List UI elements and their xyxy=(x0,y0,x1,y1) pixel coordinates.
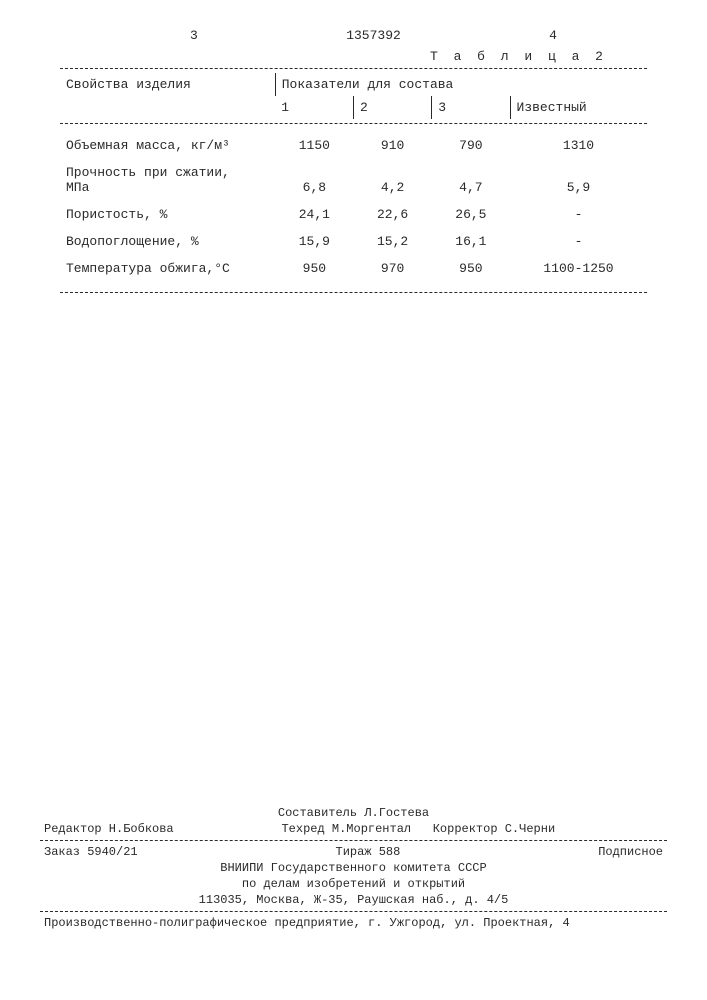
cell: 4,2 xyxy=(353,155,431,197)
document-number: 1357392 xyxy=(346,28,401,43)
cell: 790 xyxy=(432,128,510,155)
cell: 1150 xyxy=(275,128,353,155)
table-head: Свойства изделия Показатели для состава … xyxy=(60,73,647,119)
table-row: Объемная масса, кг/м³ 1150 910 790 1310 xyxy=(60,128,647,155)
table-head-rule xyxy=(60,123,647,124)
table-bottom-rule xyxy=(60,292,647,293)
cell: 6,8 xyxy=(275,155,353,197)
row-label: Температура обжига,°С xyxy=(60,251,275,278)
techred: Техред М.Моргентал xyxy=(281,822,411,836)
page-number-right: 4 xyxy=(549,28,557,43)
footer-rule-1 xyxy=(40,840,667,841)
page-header-numbers: 3 1357392 4 xyxy=(60,28,647,43)
cell: 24,1 xyxy=(275,197,353,224)
compiler-line: Составитель Л.Гостева xyxy=(40,806,667,820)
cell: 950 xyxy=(432,251,510,278)
footer-rule-2 xyxy=(40,911,667,912)
col-2: 2 xyxy=(353,96,431,119)
cell: 5,9 xyxy=(510,155,647,197)
cell: 26,5 xyxy=(432,197,510,224)
cell: 16,1 xyxy=(432,224,510,251)
order-line: Заказ 5940/21 Тираж 588 Подписное xyxy=(40,845,667,859)
data-table-body: Объемная масса, кг/м³ 1150 910 790 1310 … xyxy=(60,128,647,278)
print-run: Тираж 588 xyxy=(336,845,401,859)
row-label: Прочность при сжатии, МПа xyxy=(60,155,275,197)
row-label: Водопоглощение, % xyxy=(60,224,275,251)
table-row: Водопоглощение, % 15,9 15,2 16,1 - xyxy=(60,224,647,251)
table-caption: Т а б л и ц а 2 xyxy=(60,49,647,64)
table-row: Прочность при сжатии, МПа 6,8 4,2 4,7 5,… xyxy=(60,155,647,197)
data-table: Свойства изделия Показатели для состава … xyxy=(60,73,647,119)
col-3: 3 xyxy=(432,96,510,119)
row-label: Пористость, % xyxy=(60,197,275,224)
cell: 970 xyxy=(353,251,431,278)
org-line-1: ВНИИПИ Государственного комитета СССР xyxy=(40,861,667,875)
table-row: Температура обжига,°С 950 970 950 1100-1… xyxy=(60,251,647,278)
printer-line: Производственно-полиграфическое предприя… xyxy=(40,916,667,930)
cell: 1100-1250 xyxy=(510,251,647,278)
editor-line: Редактор Н.Бобкова Техред М.Моргентал Ко… xyxy=(40,822,667,836)
subscription: Подписное xyxy=(598,845,663,859)
imprint-footer: Составитель Л.Гостева Редактор Н.Бобкова… xyxy=(40,804,667,930)
cell: 15,9 xyxy=(275,224,353,251)
cell: 950 xyxy=(275,251,353,278)
cell: - xyxy=(510,197,647,224)
cell: 15,2 xyxy=(353,224,431,251)
order-number: Заказ 5940/21 xyxy=(44,845,138,859)
cell: 4,7 xyxy=(432,155,510,197)
corrector: Корректор С.Черни xyxy=(433,822,555,836)
header-properties: Свойства изделия xyxy=(60,73,275,119)
editor: Редактор Н.Бобкова xyxy=(44,822,174,836)
cell: 1310 xyxy=(510,128,647,155)
table-top-rule xyxy=(60,68,647,69)
header-group: Показатели для состава xyxy=(275,73,647,96)
col-1: 1 xyxy=(275,96,353,119)
col-known: Известный xyxy=(510,96,647,119)
page-number-left: 3 xyxy=(190,28,198,43)
cell: 22,6 xyxy=(353,197,431,224)
row-label: Объемная масса, кг/м³ xyxy=(60,128,275,155)
page: 3 1357392 4 Т а б л и ц а 2 Свойства изд… xyxy=(0,0,707,1000)
address-line: 113035, Москва, Ж-35, Раушская наб., д. … xyxy=(40,893,667,907)
org-line-2: по делам изобретений и открытий xyxy=(40,877,667,891)
cell: - xyxy=(510,224,647,251)
table-row: Пористость, % 24,1 22,6 26,5 - xyxy=(60,197,647,224)
cell: 910 xyxy=(353,128,431,155)
